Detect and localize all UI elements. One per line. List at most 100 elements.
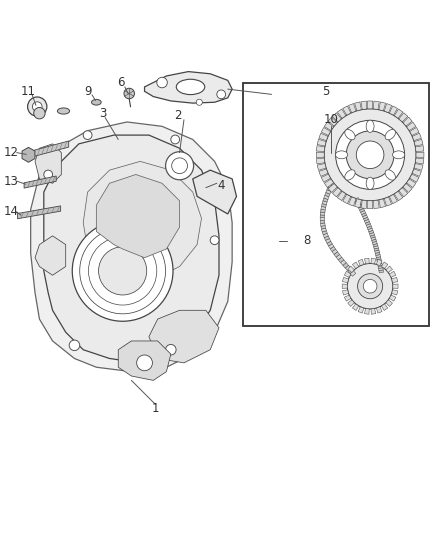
Polygon shape bbox=[399, 188, 408, 197]
Bar bbox=[324, 195, 329, 199]
Bar bbox=[327, 187, 332, 191]
Bar bbox=[370, 232, 374, 236]
Polygon shape bbox=[24, 176, 56, 188]
Polygon shape bbox=[317, 139, 326, 146]
Polygon shape bbox=[319, 133, 328, 141]
Polygon shape bbox=[96, 174, 180, 258]
Ellipse shape bbox=[385, 130, 396, 140]
Bar bbox=[372, 241, 377, 245]
Polygon shape bbox=[328, 183, 337, 192]
Polygon shape bbox=[83, 161, 201, 280]
Polygon shape bbox=[324, 179, 334, 188]
Polygon shape bbox=[44, 135, 219, 363]
Polygon shape bbox=[317, 164, 326, 171]
Bar bbox=[377, 261, 382, 264]
Polygon shape bbox=[379, 199, 385, 208]
Circle shape bbox=[210, 236, 219, 245]
Polygon shape bbox=[342, 284, 347, 288]
Polygon shape bbox=[381, 262, 388, 269]
Text: 3: 3 bbox=[99, 107, 106, 120]
Bar bbox=[321, 225, 326, 229]
Bar bbox=[357, 204, 363, 208]
Polygon shape bbox=[349, 197, 356, 206]
Polygon shape bbox=[321, 127, 331, 135]
Circle shape bbox=[124, 88, 134, 99]
Bar bbox=[321, 206, 326, 210]
Polygon shape bbox=[376, 259, 382, 265]
Bar bbox=[372, 239, 377, 243]
Bar bbox=[340, 260, 346, 265]
Polygon shape bbox=[149, 310, 219, 363]
Circle shape bbox=[357, 273, 383, 298]
Circle shape bbox=[99, 247, 147, 295]
Bar bbox=[329, 182, 334, 186]
Ellipse shape bbox=[92, 99, 101, 105]
Polygon shape bbox=[28, 141, 69, 158]
Bar bbox=[321, 204, 326, 207]
Polygon shape bbox=[364, 309, 369, 314]
Bar bbox=[322, 201, 327, 205]
Polygon shape bbox=[337, 109, 346, 118]
Bar bbox=[321, 209, 325, 213]
Bar bbox=[375, 251, 380, 254]
Polygon shape bbox=[384, 103, 392, 112]
Bar bbox=[378, 265, 383, 269]
Bar bbox=[377, 259, 381, 262]
Polygon shape bbox=[386, 300, 392, 306]
Polygon shape bbox=[394, 191, 403, 200]
Polygon shape bbox=[31, 122, 232, 372]
Bar bbox=[321, 223, 325, 226]
Bar bbox=[326, 190, 331, 194]
Bar bbox=[357, 202, 361, 206]
Bar bbox=[330, 246, 336, 252]
Text: 11: 11 bbox=[21, 85, 36, 98]
Polygon shape bbox=[353, 262, 359, 269]
Bar bbox=[323, 233, 328, 238]
Polygon shape bbox=[367, 201, 373, 208]
Bar bbox=[343, 263, 349, 268]
Bar bbox=[345, 265, 351, 271]
Bar bbox=[325, 192, 330, 197]
Bar bbox=[320, 215, 325, 218]
Ellipse shape bbox=[366, 177, 374, 189]
Circle shape bbox=[137, 355, 152, 371]
Polygon shape bbox=[393, 284, 398, 288]
Bar bbox=[364, 220, 370, 223]
Polygon shape bbox=[412, 169, 421, 176]
Text: 1: 1 bbox=[152, 402, 159, 415]
Bar bbox=[374, 248, 379, 252]
Polygon shape bbox=[35, 236, 66, 275]
Text: 6: 6 bbox=[117, 76, 124, 89]
Polygon shape bbox=[316, 146, 325, 151]
Circle shape bbox=[166, 152, 194, 180]
Bar bbox=[379, 270, 384, 273]
Ellipse shape bbox=[392, 151, 405, 159]
Polygon shape bbox=[145, 71, 232, 103]
Polygon shape bbox=[376, 307, 382, 313]
Polygon shape bbox=[344, 271, 351, 277]
Text: 12: 12 bbox=[4, 146, 18, 159]
Circle shape bbox=[157, 77, 167, 88]
Polygon shape bbox=[379, 102, 385, 111]
Polygon shape bbox=[343, 277, 349, 282]
Polygon shape bbox=[361, 200, 367, 208]
Polygon shape bbox=[403, 183, 412, 192]
Polygon shape bbox=[35, 144, 61, 183]
Polygon shape bbox=[416, 152, 424, 158]
Polygon shape bbox=[389, 295, 396, 301]
Polygon shape bbox=[410, 174, 419, 182]
Polygon shape bbox=[332, 113, 341, 122]
Bar bbox=[328, 244, 334, 249]
Circle shape bbox=[196, 99, 202, 106]
Bar bbox=[363, 215, 367, 219]
Polygon shape bbox=[406, 122, 416, 131]
Circle shape bbox=[171, 135, 180, 144]
Polygon shape bbox=[384, 197, 392, 206]
Bar bbox=[328, 184, 333, 189]
Bar bbox=[320, 217, 325, 221]
Text: 14: 14 bbox=[4, 205, 18, 218]
Text: 4: 4 bbox=[217, 179, 225, 192]
Bar bbox=[374, 246, 378, 249]
Bar bbox=[354, 198, 359, 201]
Circle shape bbox=[28, 97, 47, 116]
